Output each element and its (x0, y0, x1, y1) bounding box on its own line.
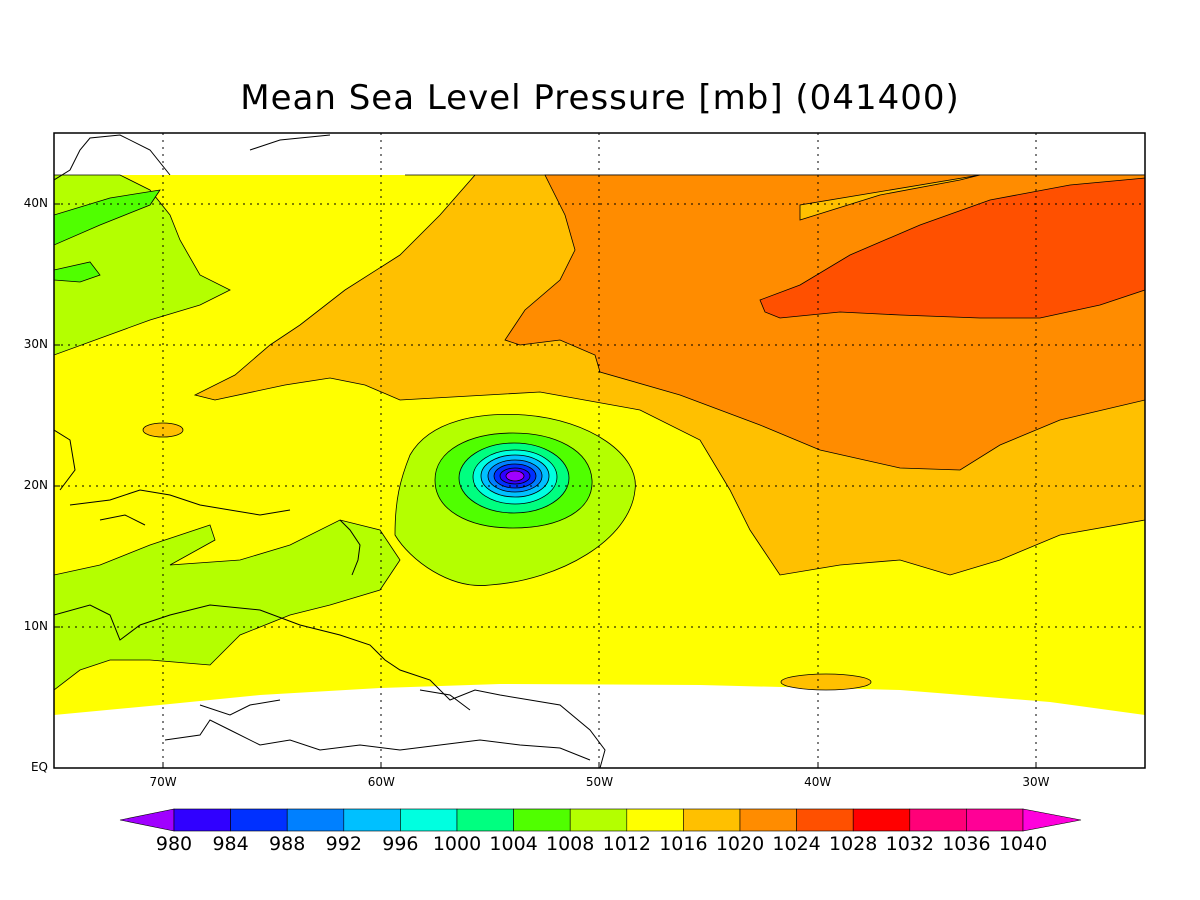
field-1028 (759, 177, 1145, 319)
colorbar-swatch (569, 808, 628, 832)
y-tick-label: 30N (23, 336, 48, 351)
colorbar-label: 988 (269, 833, 306, 855)
colorbar-swatch (230, 808, 288, 832)
colorbar-label: 1000 (432, 833, 482, 855)
x-tick-label: 70W (149, 775, 177, 789)
grid-lines (54, 133, 1145, 768)
colorbar-label: 984 (212, 833, 249, 855)
colorbar-label: 1012 (602, 833, 651, 855)
colorbar-swatch (626, 808, 684, 832)
colorbar-label: 992 (325, 833, 362, 855)
colorbar (119, 808, 1082, 832)
field-1020-patch (142, 422, 184, 438)
coastlines (54, 134, 606, 768)
colorbar-label: 980 (155, 833, 193, 855)
colorbar-swatch (852, 808, 911, 832)
colorbar-label: 1008 (546, 833, 595, 855)
y-tick-label: 10N (23, 618, 48, 633)
colorbar-swatch (683, 808, 741, 832)
field-1020-patch-south (780, 673, 872, 691)
colorbar-arrow-right (1022, 808, 1082, 832)
y-tick-label: 20N (23, 477, 48, 492)
colorbar-label: 1020 (715, 833, 765, 855)
colorbar-label: 1024 (772, 833, 821, 855)
field-1024-bump (799, 174, 981, 221)
colorbar-label: 1004 (489, 833, 538, 855)
colorbar-label: 996 (382, 833, 419, 855)
y-tick-label: EQ (30, 760, 48, 774)
missing-data-south (54, 684, 1145, 768)
colorbar-arrow-left (119, 808, 175, 832)
colorbar-swatch (173, 808, 231, 832)
y-tick-label: 40N (23, 195, 48, 210)
colorbar-swatch (456, 808, 514, 832)
colorbar-label: 1016 (659, 833, 708, 855)
tick-marks (54, 203, 1037, 768)
colorbar-swatch (966, 808, 1024, 832)
x-tick-label: 60W (367, 775, 395, 789)
field-1008-west (54, 189, 161, 246)
field-1012-caribbean (54, 519, 401, 691)
colorbar-label: 1028 (829, 833, 878, 855)
x-tick-label: 30W (1022, 775, 1050, 789)
x-tick-label: 50W (585, 775, 614, 789)
field-1008-west-b (54, 261, 101, 283)
field-980-cyclone (505, 470, 525, 482)
colorbar-label: 1032 (885, 833, 934, 855)
colorbar-swatch (909, 808, 967, 832)
colorbar-swatch (513, 808, 571, 832)
colorbar-swatch (739, 808, 797, 832)
colorbar-swatch (796, 808, 854, 832)
colorbar-swatch (286, 808, 345, 832)
pressure-fields (54, 133, 1145, 768)
colorbar-label: 1036 (942, 833, 991, 855)
colorbar-swatch (343, 808, 401, 832)
map-title: Mean Sea Level Pressure [mb] (041400) (240, 78, 960, 118)
x-tick-label: 40W (804, 775, 832, 789)
colorbar-swatch (400, 808, 458, 832)
colorbar-label: 1040 (998, 833, 1048, 855)
